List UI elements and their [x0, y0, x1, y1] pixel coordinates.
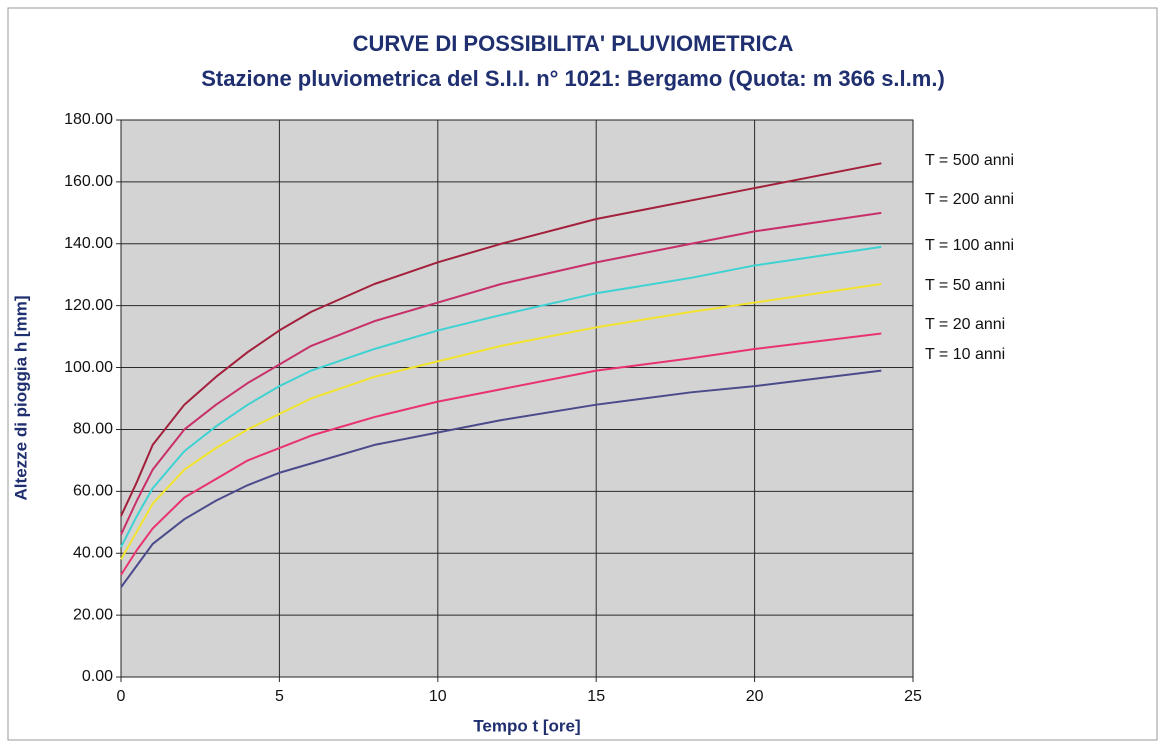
x-tick-label: 5: [275, 688, 284, 705]
x-tick-label: 10: [429, 688, 447, 705]
x-tick-label: 15: [587, 688, 605, 705]
y-tick-label: 40.00: [73, 544, 113, 561]
y-tick-label: 80.00: [73, 421, 113, 438]
series-line: [120, 332, 882, 576]
x-tick-label: 0: [117, 688, 126, 705]
y-axis-title: Altezze di pioggia h [mm]: [11, 296, 30, 501]
legend-entry: T = 50 anni: [925, 277, 1005, 294]
y-tick-label: 0.00: [82, 668, 113, 685]
y-tick-label: 180.00: [64, 111, 113, 128]
y-tick-label: 140.00: [64, 235, 113, 252]
series-line: [120, 369, 882, 588]
y-tick-label: 120.00: [64, 297, 113, 314]
plot-border: [120, 119, 914, 678]
series-line: [120, 283, 882, 560]
x-tick-label: 25: [904, 688, 922, 705]
y-tick-label: 160.00: [64, 173, 113, 190]
chart-title: CURVE DI POSSIBILITA' PLUVIOMETRICA: [353, 31, 794, 56]
y-tick-label: 60.00: [73, 483, 113, 500]
legend-entry: T = 200 anni: [925, 191, 1014, 208]
series-line: [120, 245, 882, 548]
x-tick-label: 20: [746, 688, 764, 705]
y-tick-label: 100.00: [64, 359, 113, 376]
legend-entry: T = 100 anni: [925, 237, 1014, 254]
plot-area: [121, 120, 913, 677]
series-line: [120, 211, 882, 536]
chart-subtitle: Stazione pluviometrica del S.I.I. n° 102…: [201, 66, 945, 91]
legend-entry: T = 500 anni: [925, 152, 1014, 169]
series-line: [120, 162, 882, 517]
x-axis-title: Tempo t [ore]: [473, 716, 580, 735]
legend-entry: T = 10 anni: [925, 346, 1005, 363]
y-tick-label: 20.00: [73, 606, 113, 623]
legend-entry: T = 20 anni: [925, 316, 1005, 333]
